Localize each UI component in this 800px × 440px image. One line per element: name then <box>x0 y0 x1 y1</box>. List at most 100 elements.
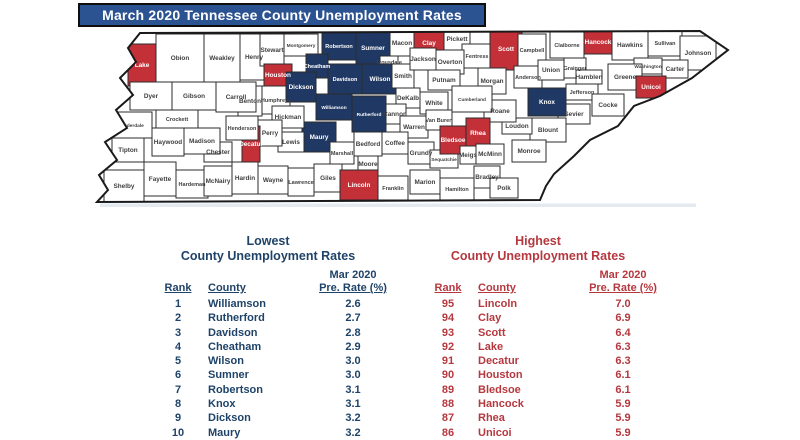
highest-table-title: Highest County Unemployment Rates <box>418 234 658 264</box>
highest-table-header: Rank County Mar 2020 Pre. Rate (%) <box>418 269 658 295</box>
row-county: Scott <box>478 326 506 339</box>
county-label: Washington <box>634 64 661 70</box>
county-label: Bradley <box>475 174 499 181</box>
county-label: Blount <box>538 127 559 134</box>
county-label: Cocke <box>598 102 618 109</box>
table-row: 2 Rutherford 2.7 <box>148 311 388 325</box>
county-column-header: County <box>478 282 516 294</box>
row-rank: 3 <box>174 326 182 339</box>
county-polk <box>489 177 519 199</box>
county-label: Coffee <box>385 140 405 147</box>
county-label: Carter <box>666 66 685 73</box>
table-row: 10 Maury 3.2 <box>148 426 388 440</box>
county-rhea <box>465 117 491 149</box>
county-marion <box>409 169 441 195</box>
row-rank: 87 <box>441 412 455 425</box>
county-wayne <box>257 165 289 195</box>
rank-column-header: Rank <box>434 282 462 294</box>
county-label: Clay <box>422 40 436 47</box>
row-county: Maury <box>208 426 241 439</box>
table-row: 90 Houston 6.1 <box>418 368 658 382</box>
rate-column-header: Mar 2020 Pre. Rate (%) <box>588 269 658 295</box>
county-carter <box>661 59 689 79</box>
county-label: Henry <box>245 54 264 61</box>
county-label: Lake <box>135 62 150 69</box>
county-hawkins <box>611 31 649 61</box>
row-rate: 2.8 <box>345 326 361 339</box>
rank-column-header: Rank <box>164 282 192 294</box>
county-label: Grundy <box>410 150 433 157</box>
highest-table-title-line1: Highest <box>515 234 561 248</box>
table-row: 7 Robertson 3.1 <box>148 383 388 397</box>
table-row: 91 Decatur 6.3 <box>418 354 658 368</box>
county-label: Polk <box>497 185 511 192</box>
county-label: Overton <box>438 59 463 66</box>
county-label: Hamilton <box>445 187 469 193</box>
county-label: Montgomery <box>287 43 316 49</box>
county-label: Haywood <box>154 139 183 146</box>
row-rate: 6.9 <box>615 312 631 325</box>
row-rate: 7.0 <box>615 298 631 310</box>
county-sullivan <box>647 31 683 57</box>
county-blount <box>529 117 567 143</box>
county-label: Robertson <box>325 44 353 50</box>
county-lincoln <box>339 169 379 201</box>
row-rate: 6.3 <box>615 355 631 368</box>
county-label: Hancock <box>585 39 612 46</box>
county-label: Putnam <box>432 77 456 84</box>
row-rate: 3.2 <box>345 426 361 439</box>
county-label: McMinn <box>478 151 502 158</box>
table-row: 92 Lake 6.3 <box>418 340 658 354</box>
row-county: Rutherford <box>208 312 265 325</box>
county-label: Chester <box>206 149 230 156</box>
table-row: 94 Clay 6.9 <box>418 311 658 325</box>
row-rank: 7 <box>174 383 182 396</box>
table-row: 89 Bledsoe 6.1 <box>418 383 658 397</box>
row-county: Lincoln <box>478 298 518 310</box>
page-title: March 2020 Tennessee County Unemployment… <box>78 3 486 27</box>
county-label: Johnson <box>685 50 712 57</box>
row-rate: 3.0 <box>345 355 361 368</box>
row-rate: 3.0 <box>345 369 361 382</box>
county-label: Stewart <box>260 47 284 54</box>
table-row: 8 Knox 3.1 <box>148 397 388 411</box>
county-label: Unicoi <box>641 84 661 91</box>
county-label: Sequatchie <box>431 157 457 163</box>
county-label: Trousdale <box>376 60 402 66</box>
county-madison <box>183 127 221 155</box>
row-rank: 1 <box>174 298 182 310</box>
county-label: Jackson <box>410 56 436 63</box>
row-rate: 5.9 <box>615 398 631 411</box>
county-label: Franklin <box>382 186 404 192</box>
county-label: Warren <box>403 124 425 131</box>
county-label: Decatur <box>239 141 263 148</box>
county-mcminn <box>475 143 505 165</box>
row-rate: 3.1 <box>345 398 361 411</box>
row-rank: 5 <box>174 355 182 368</box>
county-monroe <box>511 139 547 163</box>
rate-header-label: Pre. Rate (%) <box>589 282 657 294</box>
table-row: 87 Rhea 5.9 <box>418 411 658 425</box>
highest-table-title-line2: County Unemployment Rates <box>450 249 626 263</box>
county-label: Loudon <box>505 123 529 130</box>
row-county: Knox <box>208 398 236 411</box>
county-column-header: County <box>208 282 246 294</box>
county-label: Roane <box>490 108 510 115</box>
row-rank: 91 <box>441 355 455 368</box>
map-shadow-strip <box>100 203 696 207</box>
county-label: Carroll <box>226 94 247 101</box>
county-label: Weakley <box>209 55 235 62</box>
county-label: Moore <box>358 161 378 168</box>
row-rank: 10 <box>171 426 185 439</box>
county-cumberland <box>451 85 493 113</box>
lowest-table-rows: 1 Williamson 2.6 2 Rutherford 2.7 3 Davi… <box>148 297 388 440</box>
county-label: Meigs <box>459 152 478 159</box>
row-county: Hancock <box>478 398 524 411</box>
county-label: Sumner <box>361 45 385 52</box>
county-carroll <box>215 81 257 113</box>
county-label: Humphreys <box>261 98 291 104</box>
row-rate: 6.4 <box>615 326 631 339</box>
county-label: Lewis <box>282 139 300 146</box>
